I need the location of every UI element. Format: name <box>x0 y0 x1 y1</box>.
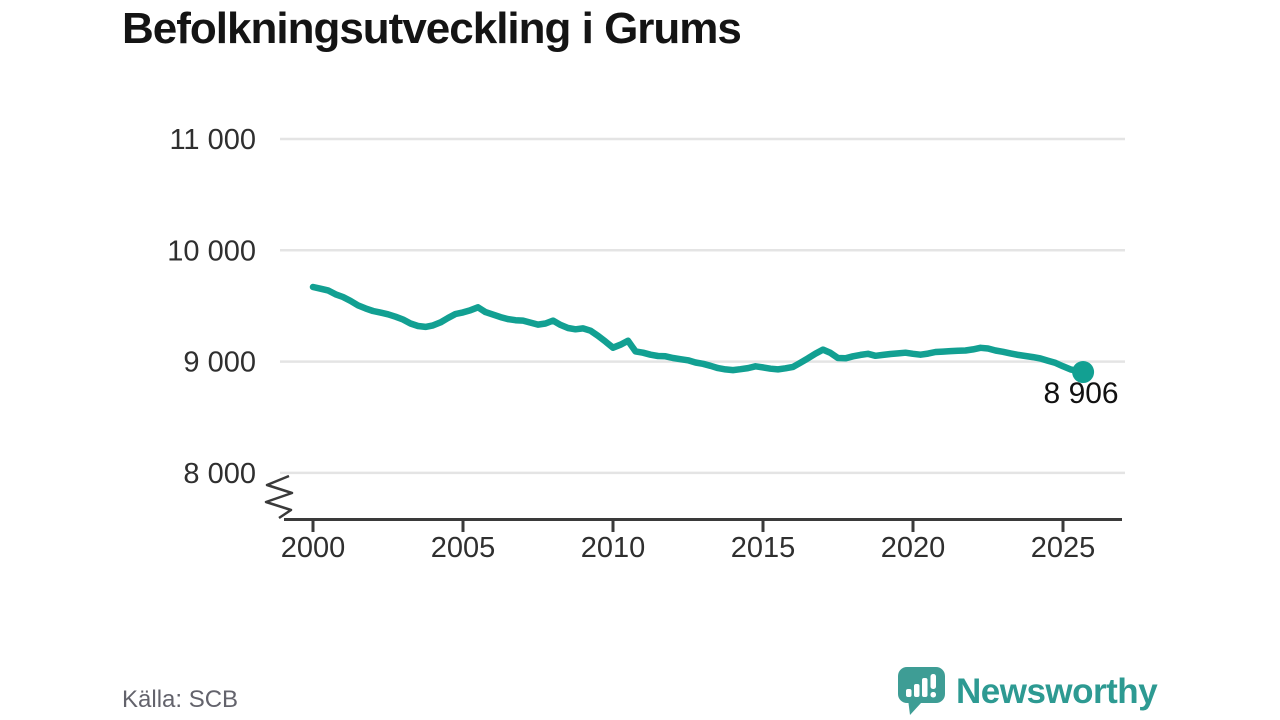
y-tick-label: 10 000 <box>167 235 256 267</box>
source-label: Källa: SCB <box>122 686 239 713</box>
axis-break-icon <box>264 474 294 520</box>
newsworthy-logo: Newsworthy <box>897 666 1158 716</box>
end-value-label: 8 906 <box>1044 377 1119 410</box>
newsworthy-wordmark: Newsworthy <box>956 671 1158 711</box>
population-line <box>309 283 1087 376</box>
x-tick-label: 2000 <box>281 532 346 564</box>
x-tick-label: 2020 <box>881 532 946 564</box>
newsworthy-logo-icon <box>898 667 945 715</box>
x-tick-label: 2025 <box>1031 532 1096 564</box>
end-point-dot <box>1072 361 1095 384</box>
chart-title: Befolkningsutveckling i Grums <box>122 4 742 53</box>
x-tick-label: 2010 <box>581 532 646 564</box>
y-tick-label: 11 000 <box>169 124 256 156</box>
x-tick-label: 2015 <box>731 532 796 564</box>
y-tick-label: 8 000 <box>183 458 256 490</box>
x-tick-label: 2005 <box>431 532 496 564</box>
y-tick-label: 9 000 <box>183 347 256 379</box>
